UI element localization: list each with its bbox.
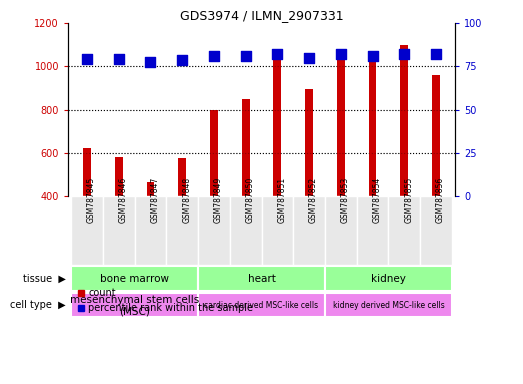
Text: GSM787847: GSM787847 (151, 176, 160, 223)
FancyBboxPatch shape (325, 293, 452, 318)
FancyBboxPatch shape (325, 266, 452, 291)
Point (305, 55, 313, 61)
Point (337, 51, 345, 57)
Bar (83, 149, 91, 196)
FancyBboxPatch shape (262, 196, 293, 265)
Text: GSM787854: GSM787854 (372, 176, 382, 223)
Bar (115, 157, 123, 196)
Bar (369, 60, 377, 196)
FancyBboxPatch shape (71, 266, 198, 291)
Point (400, 51, 408, 57)
Bar (242, 99, 249, 196)
Bar (305, 89, 313, 196)
Text: cell type  ▶: cell type ▶ (10, 300, 66, 310)
FancyBboxPatch shape (71, 196, 103, 265)
Text: mesenchymal stem cells
(MSC): mesenchymal stem cells (MSC) (70, 295, 199, 316)
Point (210, 53, 218, 59)
Bar (274, 55, 281, 196)
FancyBboxPatch shape (230, 196, 262, 265)
Text: kidney derived MSC-like cells: kidney derived MSC-like cells (333, 301, 444, 310)
Text: cardiac derived MSC-like cells: cardiac derived MSC-like cells (204, 301, 319, 310)
Text: GSM787856: GSM787856 (436, 176, 445, 223)
FancyBboxPatch shape (198, 293, 325, 318)
Text: bone marrow: bone marrow (100, 274, 169, 284)
Point (83, 55, 91, 61)
Point (178, 57, 186, 63)
Text: GSM787848: GSM787848 (182, 176, 191, 223)
Text: kidney: kidney (371, 274, 406, 284)
FancyBboxPatch shape (293, 196, 325, 265)
Legend: count, percentile rank within the sample: count, percentile rank within the sample (73, 285, 257, 317)
Bar (146, 182, 154, 196)
FancyBboxPatch shape (71, 293, 198, 318)
Text: GSM787853: GSM787853 (341, 176, 350, 223)
FancyBboxPatch shape (134, 196, 166, 265)
FancyBboxPatch shape (198, 266, 325, 291)
Point (146, 59, 155, 65)
FancyBboxPatch shape (198, 196, 230, 265)
Title: GDS3974 / ILMN_2907331: GDS3974 / ILMN_2907331 (180, 9, 343, 22)
Bar (210, 109, 218, 196)
Bar (178, 158, 186, 196)
FancyBboxPatch shape (357, 196, 389, 265)
Text: GSM787845: GSM787845 (87, 176, 96, 223)
Point (242, 53, 250, 59)
Text: GSM787846: GSM787846 (119, 176, 128, 223)
Text: GSM787852: GSM787852 (309, 176, 318, 223)
Point (115, 55, 123, 61)
Bar (337, 49, 345, 196)
FancyBboxPatch shape (420, 196, 452, 265)
Text: GSM787849: GSM787849 (214, 176, 223, 223)
Text: GSM787851: GSM787851 (277, 176, 287, 223)
Point (273, 51, 281, 57)
FancyBboxPatch shape (103, 196, 134, 265)
Text: GSM787855: GSM787855 (404, 176, 413, 223)
FancyBboxPatch shape (166, 196, 198, 265)
Point (432, 51, 440, 57)
FancyBboxPatch shape (325, 196, 357, 265)
Point (368, 53, 377, 59)
Text: GSM787850: GSM787850 (246, 176, 255, 223)
Text: tissue  ▶: tissue ▶ (23, 274, 66, 284)
Text: heart: heart (247, 274, 276, 284)
Bar (400, 45, 408, 196)
FancyBboxPatch shape (389, 196, 420, 265)
Bar (432, 75, 440, 196)
